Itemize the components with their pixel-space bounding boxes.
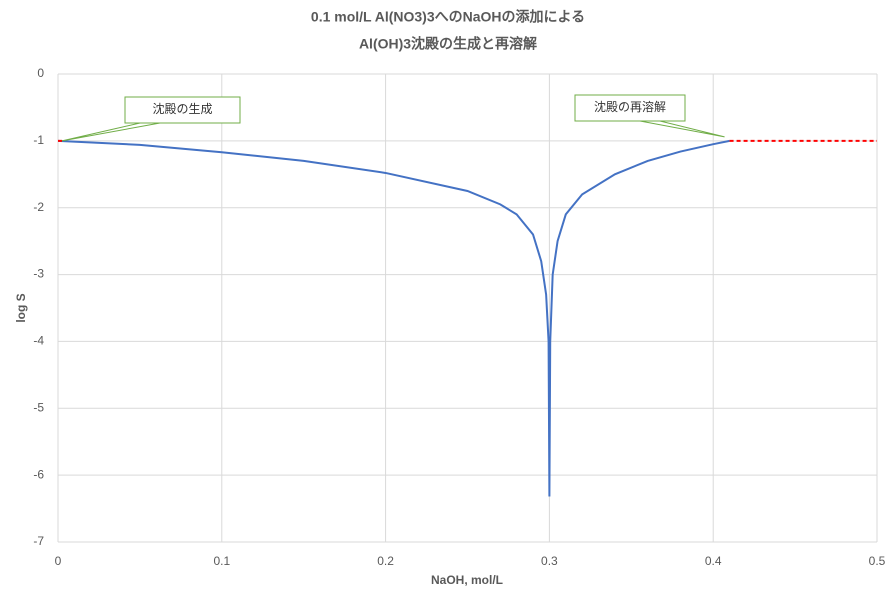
x-tick-label: 0.5 (869, 554, 886, 568)
callout-pointer (639, 120, 725, 138)
callout-box (124, 96, 241, 124)
x-tick-label: 0.4 (705, 554, 722, 568)
y-tick-label: -1 (33, 133, 44, 147)
y-tick-label: -3 (33, 267, 44, 281)
callout-box (574, 94, 686, 122)
chart-title: Al(OH)3沈殿の生成と再溶解 (359, 36, 537, 52)
callout-pointer (61, 122, 161, 142)
x-tick-label: 0 (55, 554, 62, 568)
chart-title: 0.1 mol/L Al(NO3)3へのNaOHの添加による (311, 9, 585, 25)
x-tick-label: 0.2 (377, 554, 394, 568)
annotation: 沈殿の生成 (152, 101, 212, 116)
x-tick-label: 0.1 (213, 554, 230, 568)
y-tick-label: -4 (33, 334, 44, 348)
x-axis-title: NaOH, mol/L (431, 573, 503, 587)
y-tick-label: -5 (33, 400, 44, 414)
line-series (57, 139, 730, 497)
annotation: 沈殿の再溶解 (594, 99, 666, 114)
y-tick-label: -2 (33, 200, 44, 214)
x-tick-label: 0.3 (541, 554, 558, 568)
y-tick-label: -6 (33, 467, 44, 481)
y-tick-label: -7 (33, 534, 44, 548)
y-axis-title: log S (14, 293, 28, 322)
y-tick-label: 0 (37, 66, 44, 80)
